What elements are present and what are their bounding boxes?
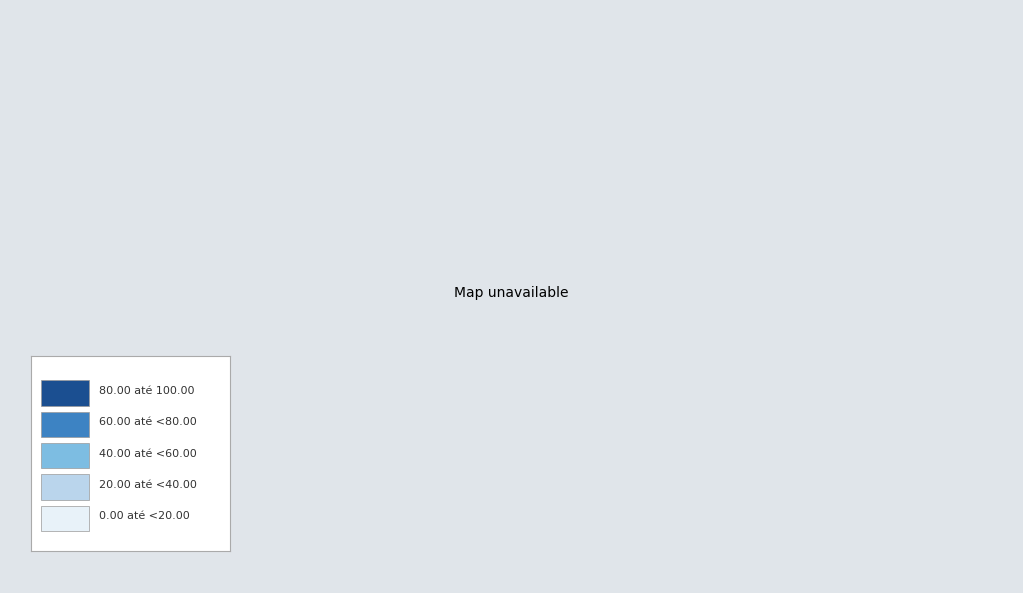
Text: 80.00 até 100.00: 80.00 até 100.00 [98,386,194,396]
FancyBboxPatch shape [41,505,89,531]
Text: 20.00 até <40.00: 20.00 até <40.00 [98,480,196,490]
FancyBboxPatch shape [41,443,89,468]
FancyBboxPatch shape [41,474,89,500]
Text: 40.00 até <60.00: 40.00 até <60.00 [98,449,196,458]
FancyBboxPatch shape [41,380,89,406]
Text: 0.00 até <20.00: 0.00 até <20.00 [98,511,189,521]
FancyBboxPatch shape [41,412,89,437]
Text: Map unavailable: Map unavailable [454,285,569,299]
Text: 60.00 até <80.00: 60.00 até <80.00 [98,417,196,428]
